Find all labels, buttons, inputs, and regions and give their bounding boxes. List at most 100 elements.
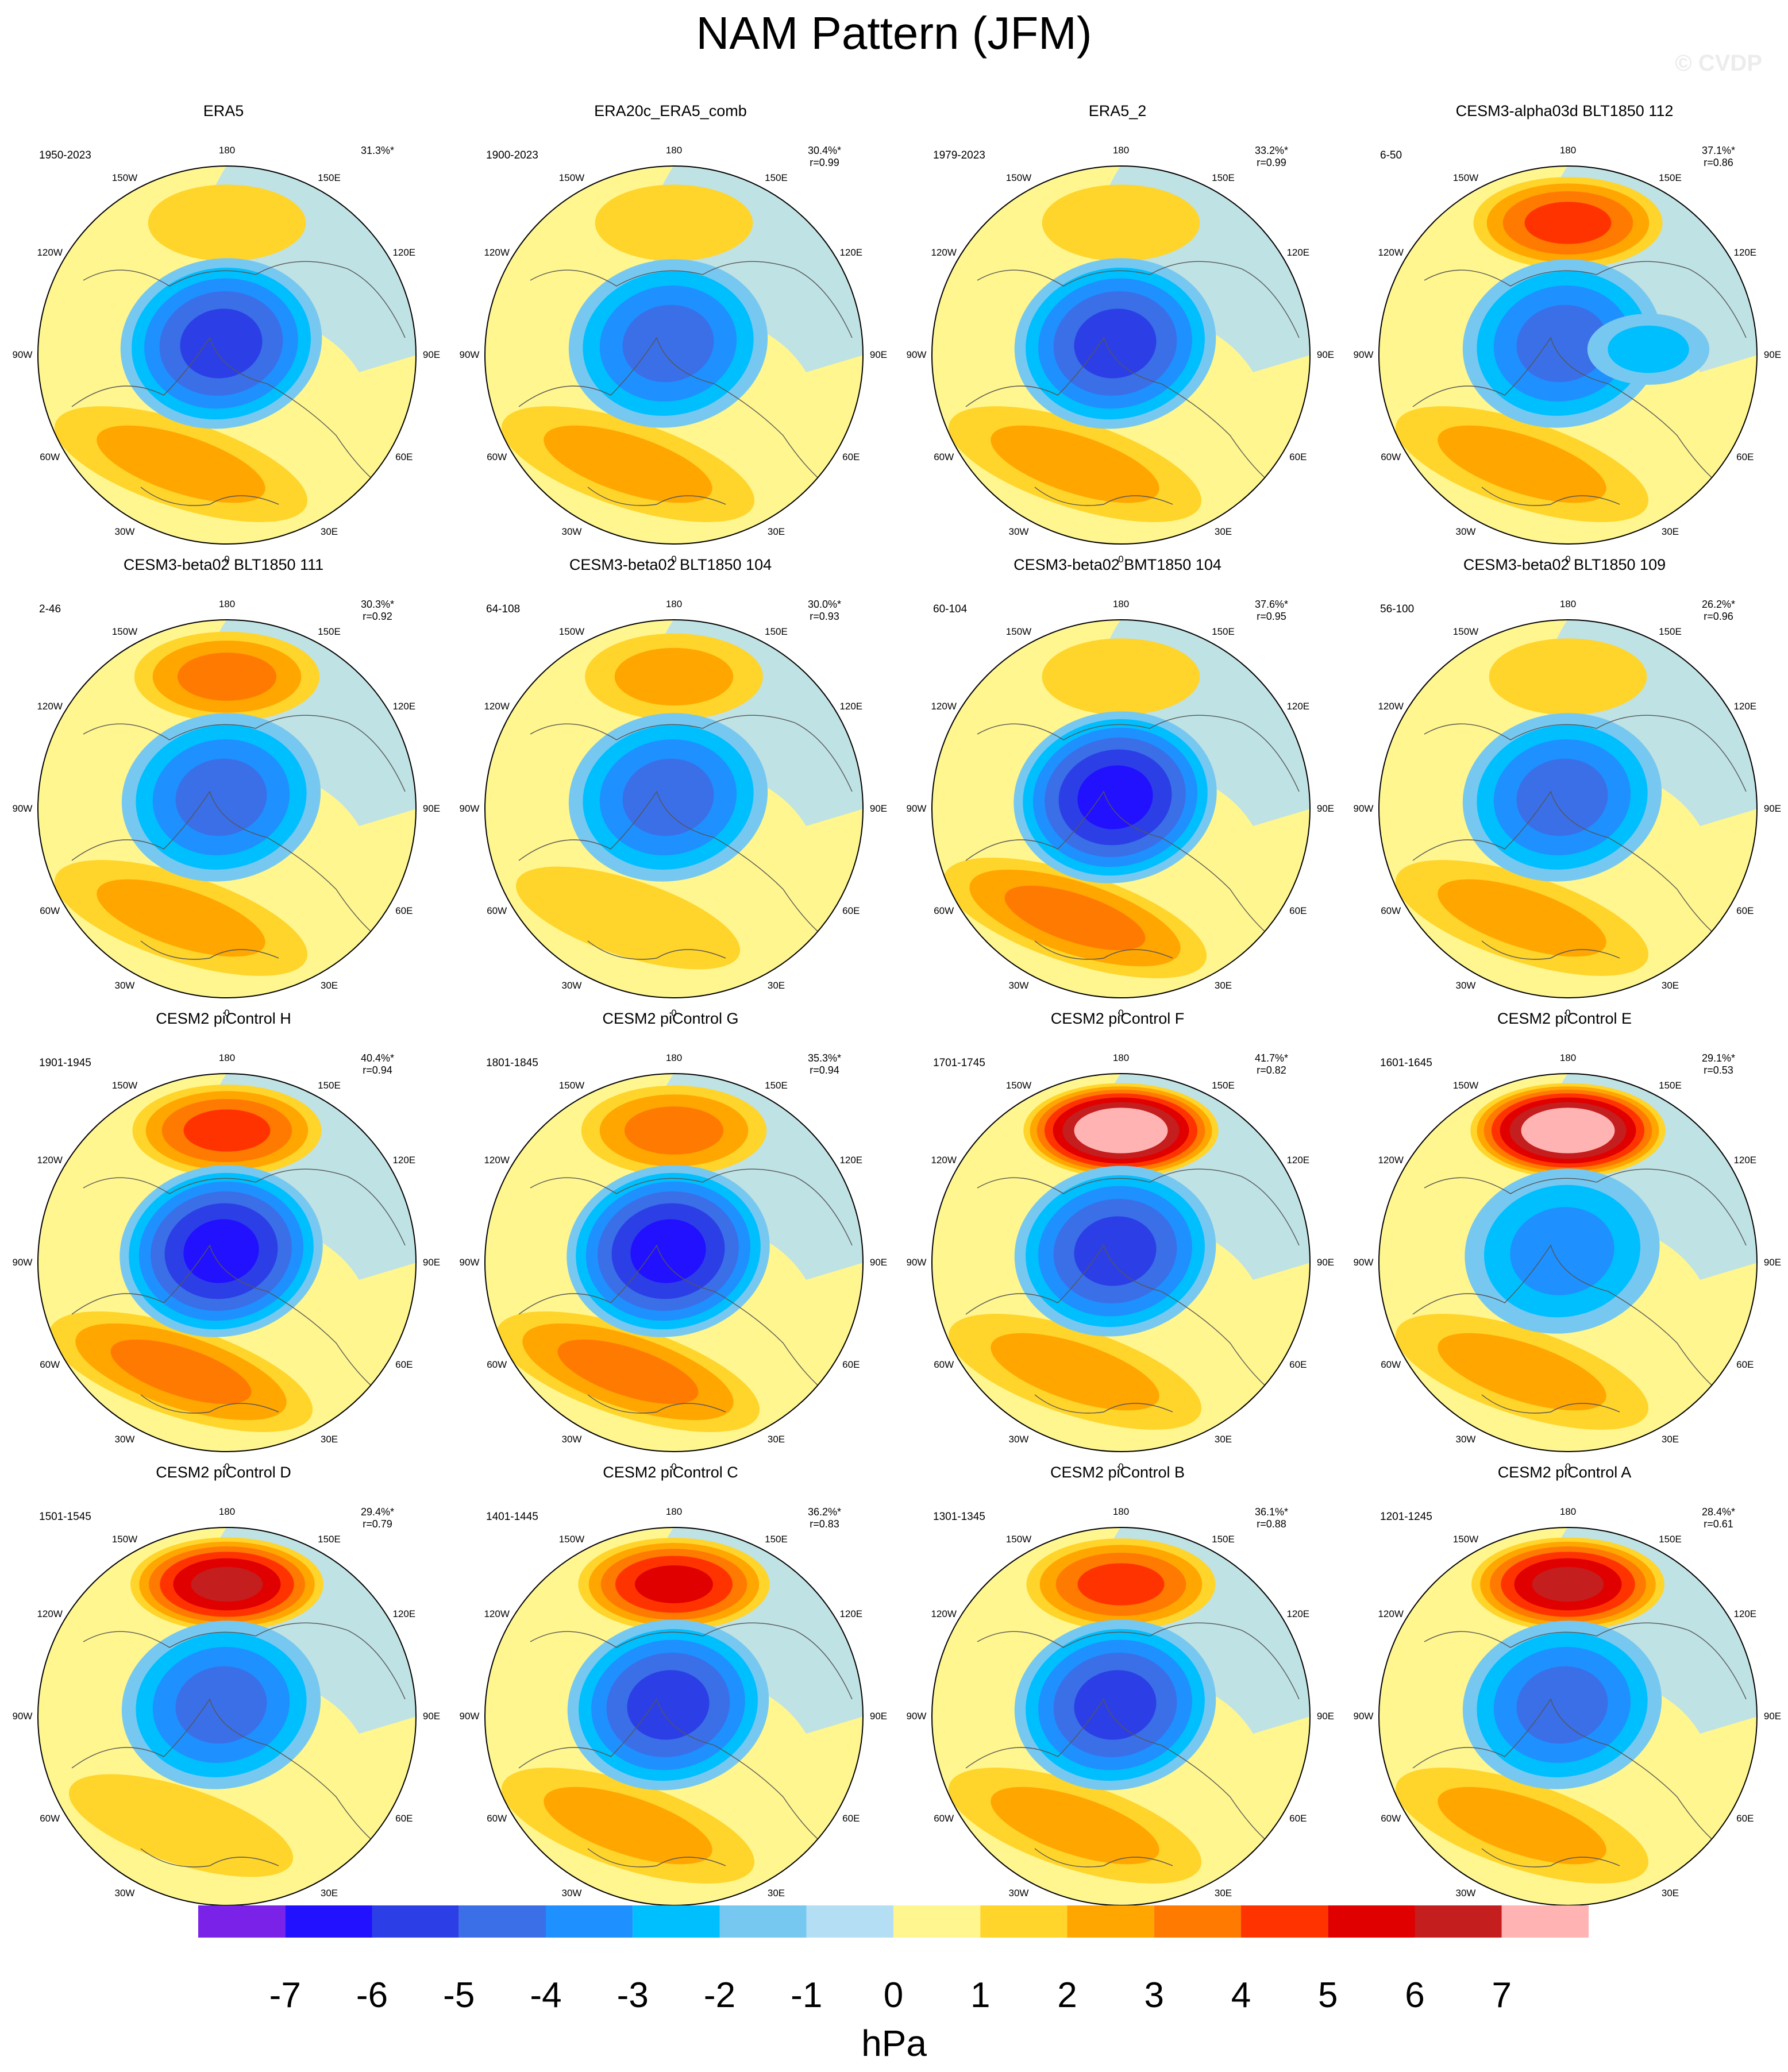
polar-map <box>484 1073 864 1452</box>
lon-label: 90E <box>869 349 888 360</box>
lon-label: 150E <box>318 1533 341 1545</box>
panel-period: 56-100 <box>1380 603 1415 615</box>
lon-label: 60W <box>487 1813 507 1824</box>
panel-title: ERA5_2 <box>1088 102 1147 119</box>
pacific-anomaly <box>624 1106 724 1155</box>
panel-title: CESM3-beta02 BMT1850 104 <box>1014 556 1221 573</box>
lon-label: 120E <box>392 1155 416 1166</box>
polar-map <box>37 165 417 545</box>
lon-label: 90E <box>1316 1257 1335 1268</box>
lon-label: 120E <box>1286 1155 1310 1166</box>
lon-label: 90E <box>1316 349 1335 360</box>
lon-label: 180 <box>1559 599 1577 609</box>
panel-title: CESM2 piControl E <box>1497 1010 1632 1027</box>
lon-label: 0 <box>1565 554 1571 565</box>
lon-label: 30E <box>1661 980 1679 991</box>
lon-label: 90W <box>906 1257 927 1268</box>
lon-label: 120W <box>484 1155 510 1166</box>
colorbar-swatch <box>1154 1905 1241 1938</box>
panel-title: CESM2 piControl H <box>156 1010 291 1027</box>
lon-label: 120E <box>392 247 416 258</box>
lon-label: 90E <box>1763 349 1782 360</box>
lon-label: 180 <box>218 145 236 156</box>
lon-label: 60W <box>934 1359 954 1370</box>
panel-stats: 41.7%* r=0.82 <box>1255 1052 1288 1076</box>
polar-map <box>931 165 1311 545</box>
panel-title: ERA20c_ERA5_comb <box>594 102 747 119</box>
panel-period: 1801-1845 <box>486 1057 538 1069</box>
colorbar-tick-label: 2 <box>1057 1975 1077 2015</box>
lon-label: 60W <box>1381 452 1401 462</box>
panel-correlation: r=0.53 <box>1704 1064 1733 1076</box>
lon-label: 150W <box>1452 626 1479 637</box>
polar-map <box>1378 165 1758 545</box>
lon-label: 60W <box>1381 1359 1401 1370</box>
panel-title: CESM3-alpha03d BLT1850 112 <box>1455 102 1674 119</box>
colorbar-units: hPa <box>861 2023 927 2064</box>
lon-label: 60E <box>1289 905 1307 916</box>
lon-label: 150W <box>1452 1533 1479 1545</box>
lon-label: 180 <box>665 1506 683 1517</box>
lon-label: 120E <box>1733 1608 1757 1619</box>
panel-correlation: r=0.94 <box>363 1064 392 1076</box>
lon-label: 180 <box>218 1506 236 1517</box>
lon-label: 120W <box>1378 1155 1404 1166</box>
panel-stats: 35.3%* r=0.94 <box>808 1052 841 1076</box>
lon-label: 30E <box>767 1434 785 1445</box>
lon-label: 90E <box>1316 803 1335 814</box>
coastlines <box>518 1168 853 1414</box>
lon-label: 120W <box>37 1608 63 1619</box>
lon-label: 150W <box>558 626 585 637</box>
arctic-anomaly <box>180 308 263 379</box>
coastlines <box>1412 1622 1747 1867</box>
colorbar-tick-label: 5 <box>1318 1975 1338 2015</box>
figure-title: NAM Pattern (JFM) <box>696 7 1092 59</box>
pacific-anomaly <box>635 1565 713 1604</box>
lon-label: 180 <box>665 1052 683 1063</box>
lon-label: 30W <box>114 1434 135 1445</box>
colorbar-tick-label: 4 <box>1231 1975 1251 2015</box>
colorbar-swatch <box>285 1905 372 1938</box>
lon-label: 150E <box>1659 1079 1682 1091</box>
map-panel: CESM2 piControl D 1501-1545 29.4%* r=0.79 18… <box>0 1453 447 1926</box>
coastlines <box>71 1168 406 1414</box>
colorbar-swatch <box>633 1905 720 1938</box>
arctic-anomaly <box>1074 1216 1157 1286</box>
coastlines <box>965 1168 1300 1414</box>
lon-label: 90W <box>12 1257 33 1268</box>
lon-label: 90W <box>459 349 480 360</box>
lon-label: 90E <box>869 1711 888 1722</box>
panel-title: CESM3-beta02 BLT1850 104 <box>569 556 772 573</box>
map-panel: CESM2 piControl G 1801-1845 35.3%* r=0.94 18… <box>447 1000 894 1472</box>
lon-label: 60W <box>40 1813 60 1824</box>
panel-period: 1201-1245 <box>1380 1511 1432 1523</box>
atlantic-anomaly <box>544 1787 712 1865</box>
lon-label: 120W <box>37 701 63 712</box>
lon-label: 60W <box>40 1359 60 1370</box>
panel-variance: 41.7%* <box>1255 1052 1289 1064</box>
panel-variance: 28.4%* <box>1702 1506 1736 1518</box>
colorbar-swatch <box>980 1905 1068 1938</box>
panel-stats: 30.4%* r=0.99 <box>808 145 841 169</box>
lon-label: 30W <box>114 980 135 991</box>
coastlines <box>71 261 406 506</box>
lon-label: 150E <box>765 1533 788 1545</box>
panel-correlation: r=0.95 <box>1257 611 1286 622</box>
map-border <box>37 619 417 998</box>
polar-map <box>37 1527 417 1906</box>
arctic-anomaly <box>627 1670 710 1740</box>
lon-label: 30W <box>561 980 582 991</box>
panel-title: CESM3-beta02 BLT1850 111 <box>123 556 324 573</box>
atlantic-anomaly <box>97 879 265 957</box>
atlantic-anomaly <box>1438 425 1606 503</box>
panel-period: 6-50 <box>1380 149 1402 161</box>
colorbar-tick-label: -7 <box>269 1975 301 2015</box>
lon-label: 120W <box>37 1155 63 1166</box>
polar-map <box>1378 1527 1758 1906</box>
panel-stats: 29.1%* r=0.53 <box>1702 1052 1735 1076</box>
panel-correlation: r=0.88 <box>1257 1518 1286 1530</box>
lon-label: 180 <box>1112 599 1130 609</box>
lon-label: 60E <box>1736 905 1754 916</box>
colorbar <box>198 1905 1589 1938</box>
lon-label: 180 <box>1559 1506 1577 1517</box>
